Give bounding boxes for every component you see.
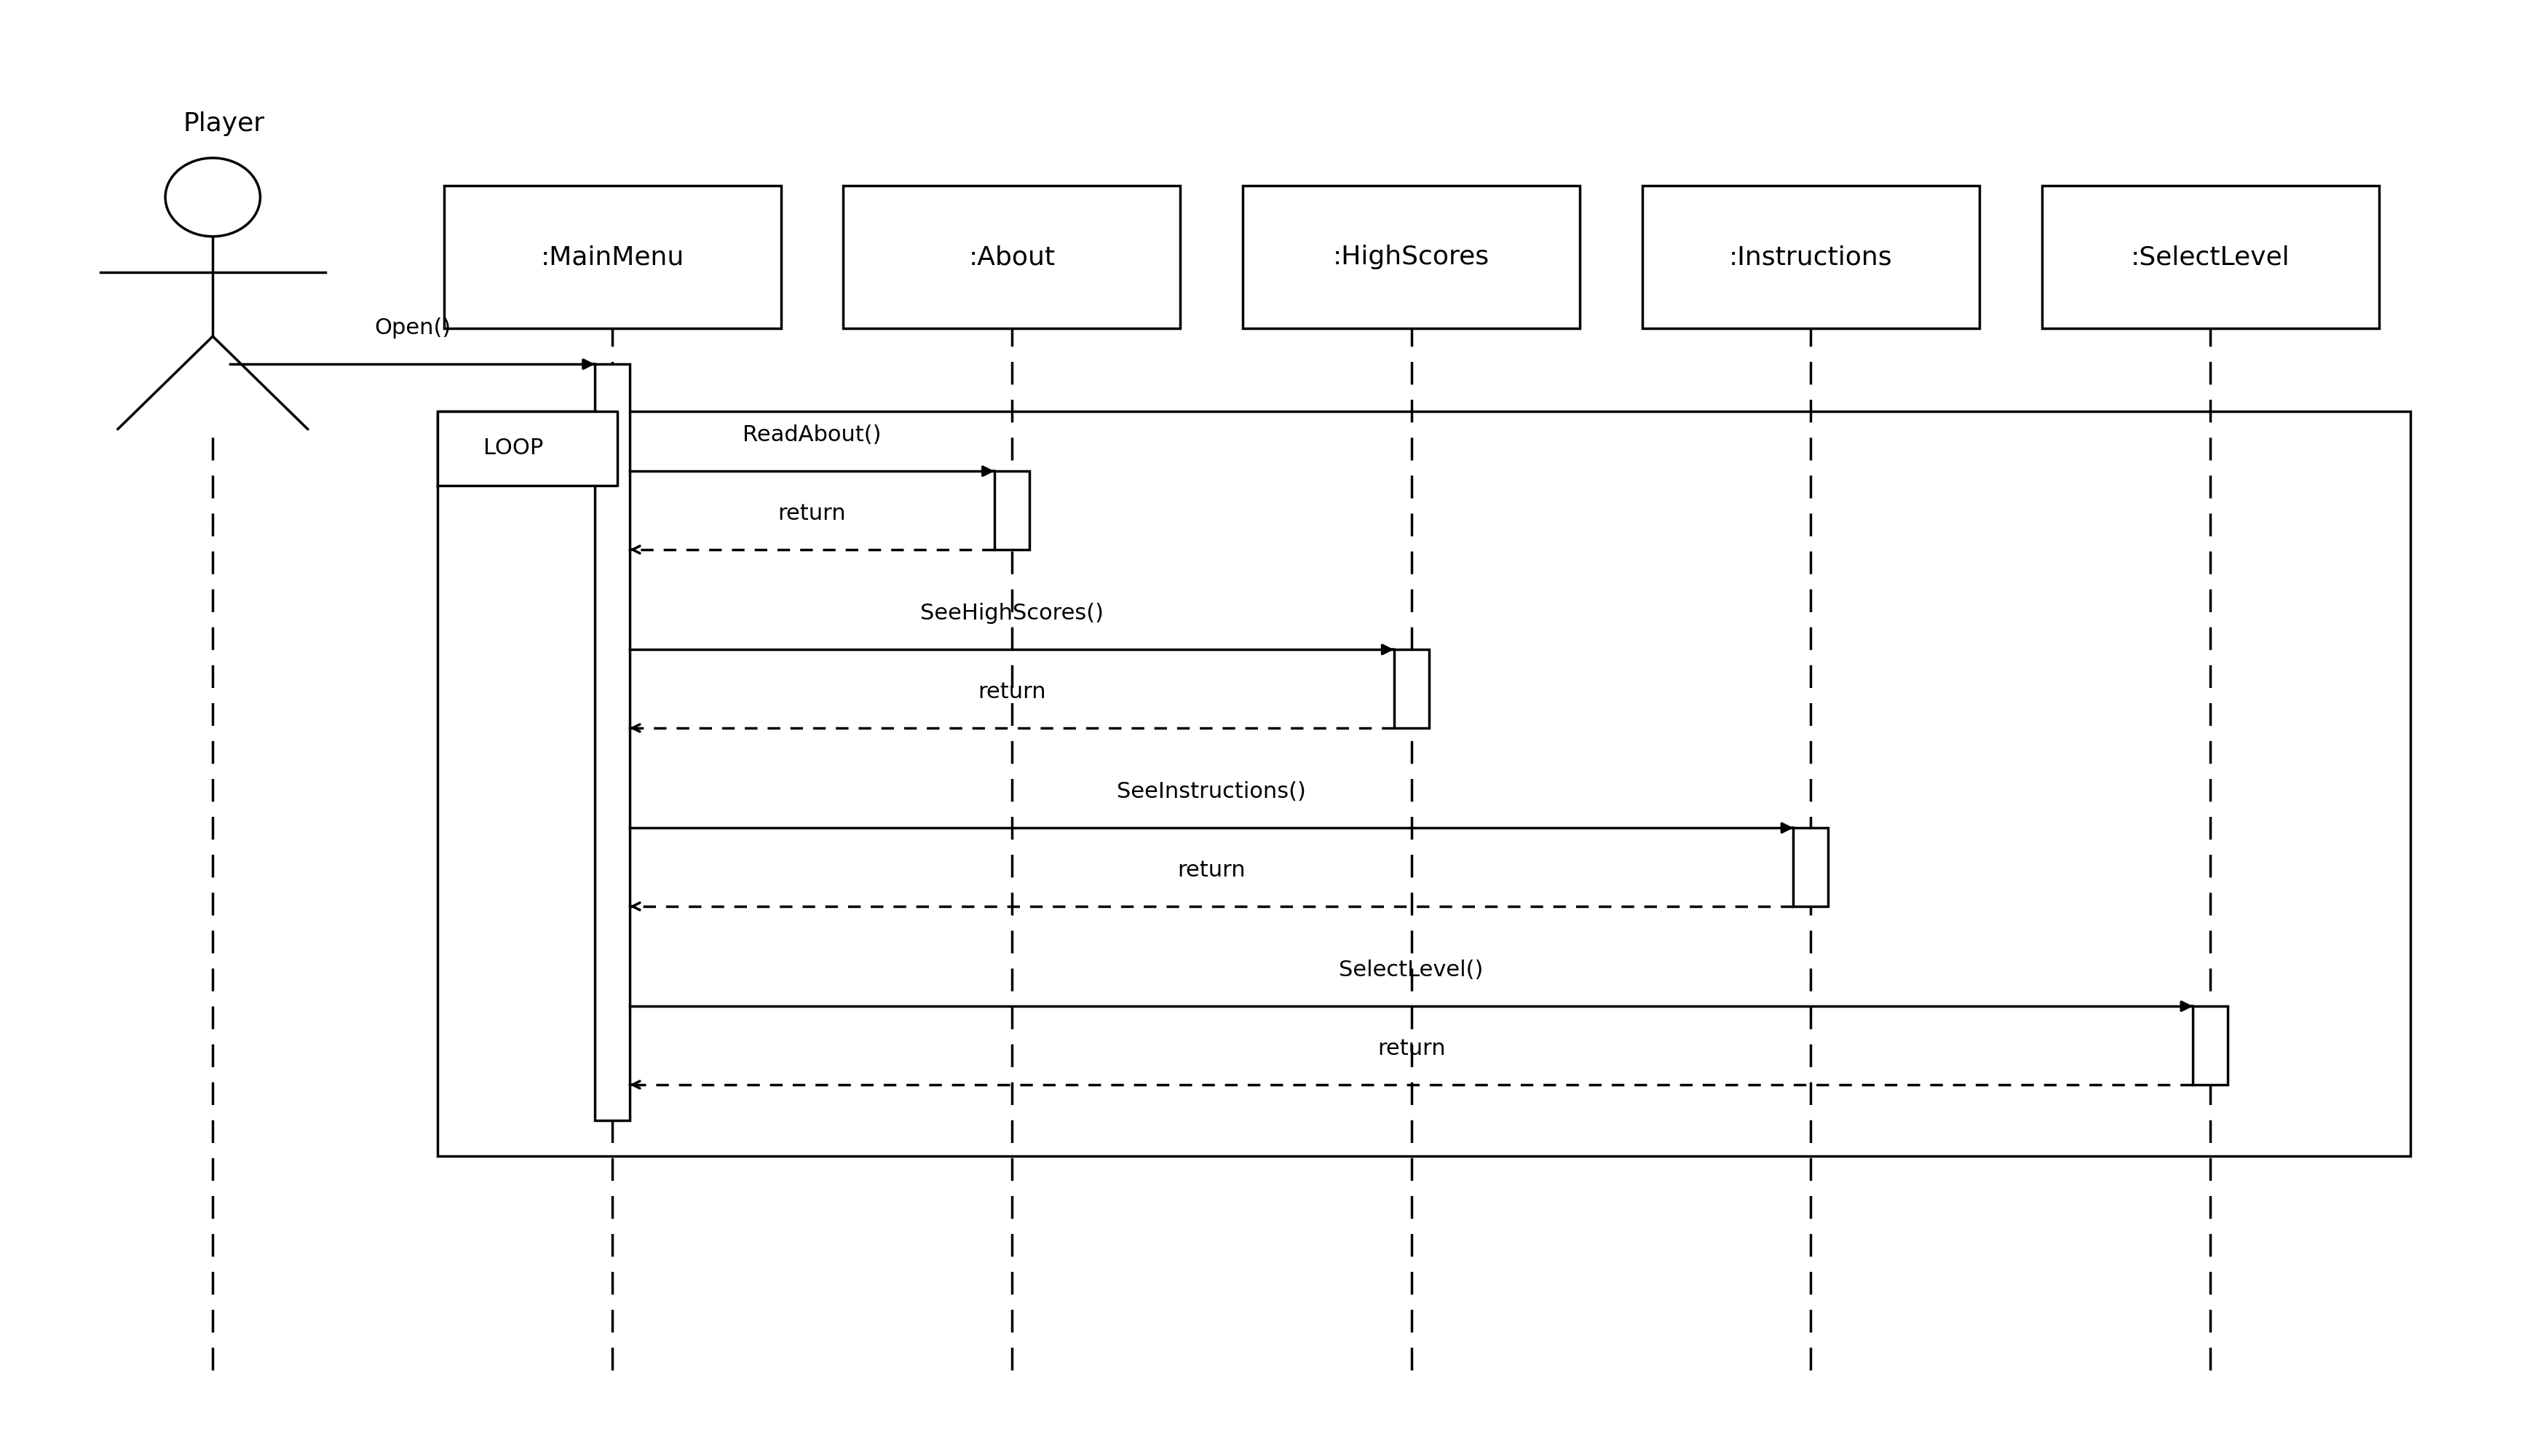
Text: return: return	[1378, 1038, 1445, 1059]
Text: return: return	[978, 681, 1045, 702]
Bar	[443, 186, 780, 329]
Text: SeeInstructions(): SeeInstructions()	[1116, 780, 1307, 802]
Bar	[438, 411, 2410, 1156]
Text: Player: Player	[183, 111, 265, 135]
Bar	[594, 364, 629, 1121]
Text: :Instructions: :Instructions	[1730, 245, 1893, 269]
Bar	[1643, 186, 1980, 329]
Bar	[994, 472, 1029, 549]
Text: LOOP: LOOP	[484, 438, 543, 459]
Text: :About: :About	[968, 245, 1055, 269]
Bar	[843, 186, 1180, 329]
Bar	[1243, 186, 1580, 329]
Polygon shape	[438, 411, 617, 485]
Text: return: return	[777, 502, 846, 524]
Bar	[2041, 186, 2380, 329]
Text: SelectLevel(): SelectLevel()	[1340, 960, 1483, 980]
Text: SeeHighScores(): SeeHighScores()	[920, 603, 1103, 623]
Text: Open(): Open()	[375, 317, 451, 338]
Text: return: return	[1177, 859, 1246, 881]
Text: ReadAbout(): ReadAbout()	[741, 424, 882, 446]
Text: :MainMenu: :MainMenu	[540, 245, 683, 269]
Bar	[1794, 828, 1829, 906]
Text: :HighScores: :HighScores	[1333, 245, 1491, 269]
Text: :SelectLevel: :SelectLevel	[2130, 245, 2291, 269]
Bar	[2194, 1006, 2227, 1085]
Bar	[1394, 649, 1429, 728]
